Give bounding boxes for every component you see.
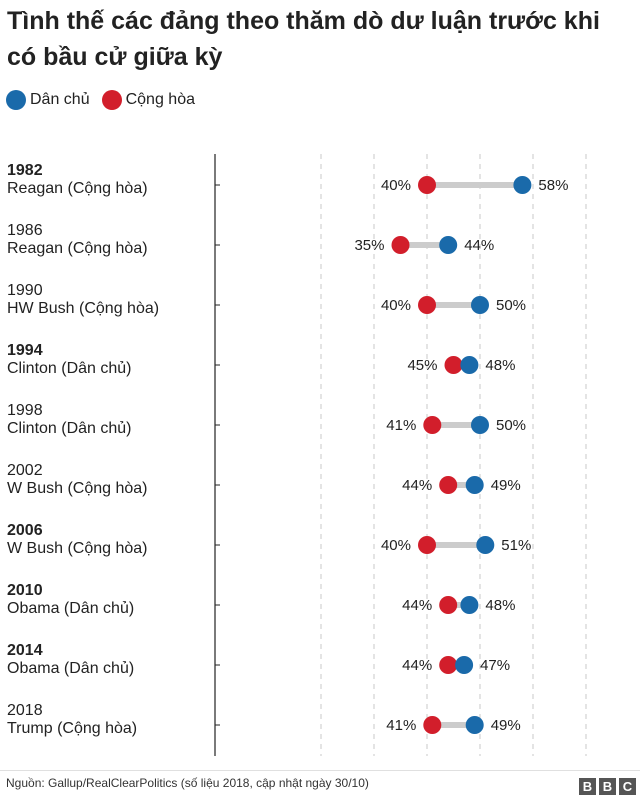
dem-value-label: 49% [491, 477, 521, 494]
dem-value-label: 48% [485, 597, 515, 614]
rep-dot [418, 296, 436, 314]
rep-value-label: 44% [402, 597, 432, 614]
legend-dot-dem [6, 90, 26, 110]
row-year-label: 1986 [7, 222, 43, 239]
rep-value-label: 44% [402, 477, 432, 494]
legend-dot-rep [101, 90, 122, 110]
row-president-label: Obama (Dân chủ) [7, 660, 134, 677]
source-note: Nguồn: Gallup/RealClearPolitics (số liệu… [6, 776, 369, 790]
dem-dot [460, 596, 479, 614]
rep-dot [423, 416, 442, 434]
legend-item-dem: Dân chủ [6, 90, 90, 110]
bbc-logo-letter: C [619, 778, 636, 795]
rep-value-label: 35% [354, 237, 384, 254]
bbc-logo: B B C [576, 778, 636, 795]
rep-value-label: 41% [386, 717, 416, 734]
legend-label-dem: Dân chủ [30, 91, 90, 108]
row-president-label: Reagan (Cộng hòa) [7, 180, 148, 197]
dem-dot [455, 656, 474, 674]
dem-value-label: 48% [485, 357, 515, 374]
row-year-label: 1998 [7, 402, 43, 419]
dem-dot [476, 536, 495, 554]
legend-label-rep: Cộng hòa [125, 91, 195, 108]
rep-dot [391, 236, 410, 254]
row-year-label: 2006 [7, 522, 43, 539]
rep-dot [423, 716, 442, 734]
rep-value-label: 41% [386, 417, 416, 434]
rep-dot [439, 656, 458, 674]
row-president-label: Clinton (Dân chủ) [7, 420, 132, 437]
row-year-label: 2014 [7, 642, 43, 659]
dem-value-label: 50% [496, 417, 526, 434]
row-president-label: W Bush (Cộng hòa) [7, 540, 148, 557]
rep-dot [418, 536, 436, 554]
chart-title: Tình thế các đảng theo thăm dò dư luận t… [7, 7, 600, 71]
rep-value-label: 45% [407, 357, 437, 374]
row-president-label: W Bush (Cộng hòa) [7, 480, 148, 497]
rep-dot [444, 356, 463, 374]
rep-value-label: 40% [381, 537, 411, 554]
row-year-label: 2010 [7, 582, 43, 599]
row-year-label: 1982 [7, 162, 43, 179]
footer-divider [0, 770, 640, 771]
dem-value-label: 49% [491, 717, 521, 734]
dem-value-label: 50% [496, 297, 526, 314]
dem-dot [465, 716, 484, 734]
rep-value-label: 40% [381, 177, 411, 194]
dem-dot [460, 356, 479, 374]
row-year-label: 2018 [7, 702, 43, 719]
row-president-label: Obama (Dân chủ) [7, 600, 134, 617]
rep-dot [439, 476, 458, 494]
dem-dot [513, 176, 532, 194]
dem-value-label: 44% [464, 237, 494, 254]
legend: Dân chủ Cộng hòa [6, 88, 207, 112]
row-president-label: HW Bush (Cộng hòa) [7, 300, 159, 317]
rep-value-label: 44% [402, 657, 432, 674]
dem-dot [465, 476, 484, 494]
rep-dot [439, 596, 458, 614]
legend-item-rep: Cộng hòa [101, 90, 195, 110]
row-president-label: Trump (Cộng hòa) [7, 720, 137, 737]
dem-dot [439, 236, 458, 254]
rep-value-label: 40% [381, 297, 411, 314]
dem-dot [471, 416, 489, 434]
bbc-logo-letter: B [599, 778, 616, 795]
row-year-label: 2002 [7, 462, 43, 479]
row-president-label: Reagan (Cộng hòa) [7, 240, 148, 257]
row-president-label: Clinton (Dân chủ) [7, 360, 132, 377]
row-year-label: 1994 [7, 342, 43, 359]
bbc-logo-letter: B [579, 778, 596, 795]
dem-value-label: 51% [501, 537, 531, 554]
row-year-label: 1990 [7, 282, 43, 299]
rep-dot [418, 176, 436, 194]
dem-value-label: 58% [538, 177, 568, 194]
dem-dot [471, 296, 489, 314]
dem-value-label: 47% [480, 657, 510, 674]
